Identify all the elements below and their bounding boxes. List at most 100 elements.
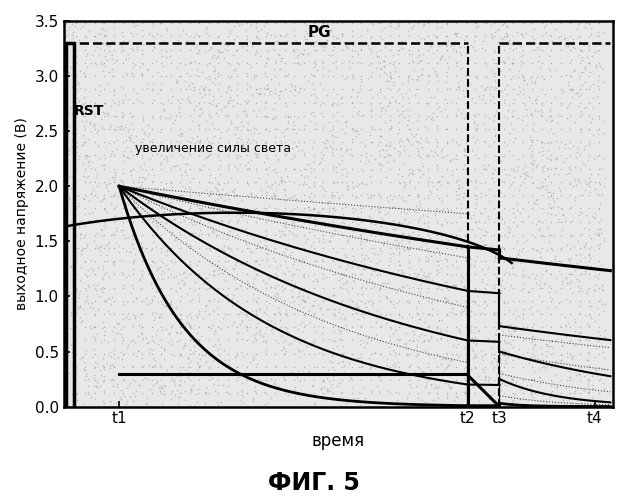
Point: [124, 134, 134, 142]
Point: [592, 338, 602, 345]
Point: [537, 376, 547, 384]
Point: [156, 402, 166, 410]
Point: [555, 392, 565, 400]
Point: [435, 316, 445, 324]
Point: [92, 128, 102, 136]
Point: [593, 363, 604, 371]
Point: [242, 402, 252, 410]
Point: [413, 152, 423, 160]
Point: [413, 19, 423, 27]
Point: [565, 390, 575, 398]
Point: [480, 191, 490, 199]
Point: [517, 59, 528, 67]
Point: [237, 225, 247, 233]
Point: [306, 80, 317, 88]
Point: [432, 152, 442, 160]
Point: [485, 379, 495, 387]
Point: [543, 166, 553, 173]
Point: [128, 324, 138, 332]
Point: [322, 388, 332, 396]
Point: [161, 300, 171, 308]
Point: [280, 86, 290, 94]
Point: [459, 43, 469, 51]
Point: [470, 270, 480, 278]
Point: [356, 45, 366, 53]
Point: [289, 223, 299, 231]
Point: [90, 358, 100, 366]
Point: [593, 390, 604, 398]
Point: [204, 402, 214, 410]
Point: [410, 183, 420, 191]
Point: [423, 191, 433, 199]
Point: [499, 299, 509, 307]
Point: [573, 102, 583, 110]
Point: [404, 284, 414, 292]
Point: [251, 324, 261, 332]
Point: [95, 382, 105, 390]
Point: [242, 191, 252, 199]
Point: [385, 140, 395, 148]
Point: [384, 102, 394, 110]
Point: [429, 384, 439, 392]
Point: [71, 257, 81, 265]
Point: [576, 328, 586, 336]
Point: [337, 310, 347, 318]
Point: [414, 332, 424, 340]
Point: [128, 297, 138, 305]
Point: [185, 242, 195, 250]
Point: [222, 230, 232, 238]
Point: [537, 19, 547, 27]
Point: [266, 394, 276, 402]
Point: [215, 156, 225, 164]
Point: [558, 210, 568, 218]
Point: [195, 19, 205, 27]
Point: [468, 111, 479, 119]
Point: [507, 209, 517, 217]
Point: [261, 218, 271, 226]
Point: [374, 53, 384, 61]
Point: [580, 142, 590, 150]
Point: [118, 72, 128, 80]
Point: [262, 242, 272, 250]
Point: [305, 182, 315, 190]
Point: [327, 336, 337, 344]
Point: [180, 341, 190, 349]
Point: [517, 390, 528, 398]
Point: [139, 128, 149, 136]
Point: [518, 52, 528, 60]
Point: [250, 387, 260, 395]
Point: [192, 329, 202, 337]
Point: [185, 218, 195, 226]
Point: [482, 301, 492, 309]
Point: [274, 91, 284, 99]
Point: [240, 236, 250, 244]
Point: [573, 34, 583, 42]
Point: [195, 390, 205, 398]
Point: [458, 147, 468, 155]
Point: [562, 104, 572, 112]
Point: [499, 257, 509, 265]
Point: [251, 59, 261, 67]
Point: [121, 199, 131, 207]
Point: [517, 244, 528, 252]
Point: [257, 191, 267, 199]
Point: [185, 402, 195, 410]
Point: [151, 58, 161, 66]
Point: [80, 59, 90, 67]
Point: [237, 196, 247, 203]
Point: [62, 310, 72, 318]
Point: [223, 191, 233, 199]
Point: [528, 179, 538, 187]
Point: [129, 398, 139, 406]
Point: [372, 306, 382, 314]
Point: [184, 184, 194, 192]
Point: [484, 84, 494, 92]
Point: [209, 295, 219, 303]
Point: [384, 125, 394, 133]
Point: [280, 178, 290, 186]
Point: [375, 257, 385, 265]
Point: [337, 144, 347, 152]
Point: [148, 136, 158, 143]
Point: [545, 105, 555, 113]
Point: [290, 86, 300, 94]
